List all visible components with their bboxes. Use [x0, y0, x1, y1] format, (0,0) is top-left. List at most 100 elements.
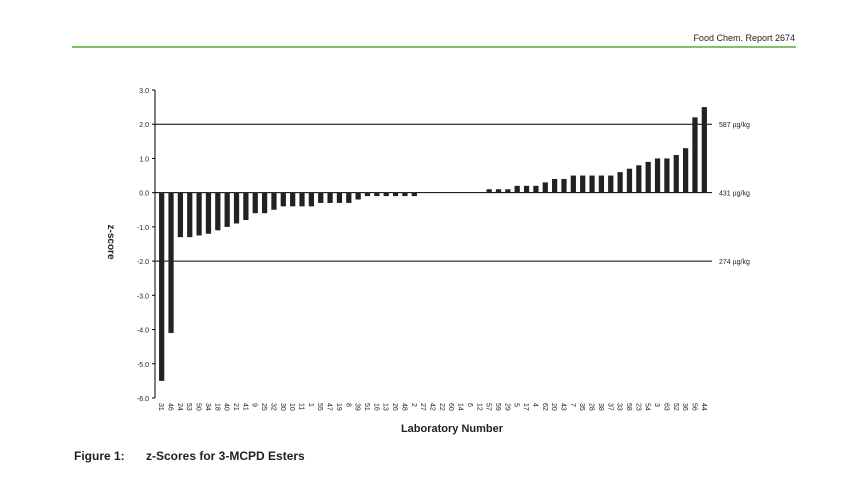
bar	[533, 185, 539, 193]
bar	[617, 172, 623, 193]
y-tick-label: 2.0	[139, 122, 149, 129]
x-tick-label: 43	[559, 403, 566, 411]
bar	[159, 192, 165, 381]
x-tick-label: 53	[185, 403, 192, 411]
x-tick-label: 41	[241, 403, 248, 411]
bar	[664, 158, 670, 193]
bar	[552, 178, 558, 193]
y-tick-label: 1.0	[139, 156, 149, 163]
x-tick-label: 47	[326, 403, 333, 411]
y-axis-label: z-score	[105, 224, 116, 259]
x-tick-label: 46	[167, 403, 174, 411]
bar	[299, 192, 305, 207]
x-tick-label: 7	[569, 403, 576, 407]
x-tick-label: 19	[335, 403, 342, 411]
header: Food Chem. Report 2674	[693, 33, 795, 43]
bar	[168, 192, 174, 333]
caption-label: Figure 1:	[74, 449, 125, 463]
bar	[495, 189, 502, 193]
bar	[682, 148, 689, 193]
x-tick-label: 25	[260, 403, 267, 411]
x-tick-label: 42	[429, 403, 436, 411]
x-tick-label: 59	[494, 403, 501, 411]
bar	[608, 175, 614, 193]
bar	[523, 185, 530, 193]
x-tick-label: 26	[391, 403, 398, 411]
x-tick-label: 16	[372, 403, 379, 411]
bar	[271, 192, 277, 210]
x-tick-label: 13	[382, 403, 389, 411]
bar	[570, 175, 576, 193]
x-tick-label: 48	[400, 403, 407, 411]
bar	[561, 178, 567, 193]
x-tick-label: 40	[223, 403, 230, 411]
x-tick-label: 20	[550, 403, 557, 411]
x-tick-label: 55	[316, 403, 323, 411]
reference-label: 274 µg/kg	[719, 259, 750, 266]
x-tick-label: 44	[700, 403, 707, 411]
x-tick-label: 63	[662, 403, 669, 411]
bar	[205, 192, 212, 234]
bar	[318, 192, 324, 203]
bar	[364, 192, 371, 197]
x-tick-label: 50	[195, 403, 202, 411]
bar	[215, 192, 221, 231]
x-tick-label: 37	[606, 403, 613, 411]
bar	[233, 192, 240, 224]
bar	[243, 192, 249, 221]
bar	[626, 168, 633, 193]
bar	[542, 182, 548, 193]
bar	[514, 185, 520, 193]
x-tick-label: 18	[213, 403, 220, 411]
x-tick-label: 23	[634, 403, 641, 411]
reference-label: 431 µg/kg	[719, 191, 750, 198]
x-tick-label: 6	[466, 403, 473, 407]
x-tick-label: 1	[307, 403, 314, 407]
bar	[290, 192, 296, 207]
bar	[196, 192, 202, 236]
x-tick-label: 29	[503, 403, 510, 411]
x-tick-label: 38	[597, 403, 604, 411]
x-tick-label: 54	[644, 403, 651, 411]
x-tick-label: 12	[475, 403, 482, 411]
x-tick-label: 39	[354, 403, 361, 411]
x-tick-label: 24	[176, 403, 183, 411]
x-tick-label: 4	[531, 403, 538, 407]
bar	[374, 192, 380, 197]
x-tick-label: 22	[438, 403, 445, 411]
x-tick-label: 3	[653, 403, 660, 407]
x-tick-label: 21	[232, 403, 239, 411]
x-tick-label: 32	[269, 403, 276, 411]
bar	[177, 192, 184, 238]
bar	[505, 189, 511, 193]
x-tick-label: 17	[522, 403, 529, 411]
y-tick-label: -2.0	[137, 259, 149, 266]
bar	[346, 192, 352, 203]
x-tick-label: 60	[447, 403, 454, 411]
x-tick-label: 14	[457, 403, 464, 411]
x-tick-label: 35	[578, 403, 585, 411]
bar	[580, 175, 586, 193]
x-tick-label: 27	[419, 403, 426, 411]
x-tick-label: 57	[485, 403, 492, 411]
y-tick-label: -3.0	[137, 293, 149, 300]
y-tick-label: -4.0	[137, 328, 149, 335]
caption-text: z-Scores for 3-MCPD Esters	[146, 449, 305, 463]
x-tick-label: 10	[288, 403, 295, 411]
bar	[598, 175, 605, 193]
x-tick-label: 31	[157, 403, 164, 411]
bar	[645, 161, 651, 193]
y-tick-label: 3.0	[139, 88, 149, 95]
bar	[402, 192, 408, 197]
bar	[673, 155, 679, 193]
bar	[336, 192, 343, 203]
bar	[280, 192, 286, 207]
bar	[486, 189, 492, 193]
bar	[355, 192, 361, 200]
bar	[308, 192, 314, 207]
x-tick-label: 36	[681, 403, 688, 411]
x-tick-label: 51	[363, 403, 370, 411]
bar	[654, 158, 661, 193]
x-tick-label: 34	[204, 403, 211, 411]
